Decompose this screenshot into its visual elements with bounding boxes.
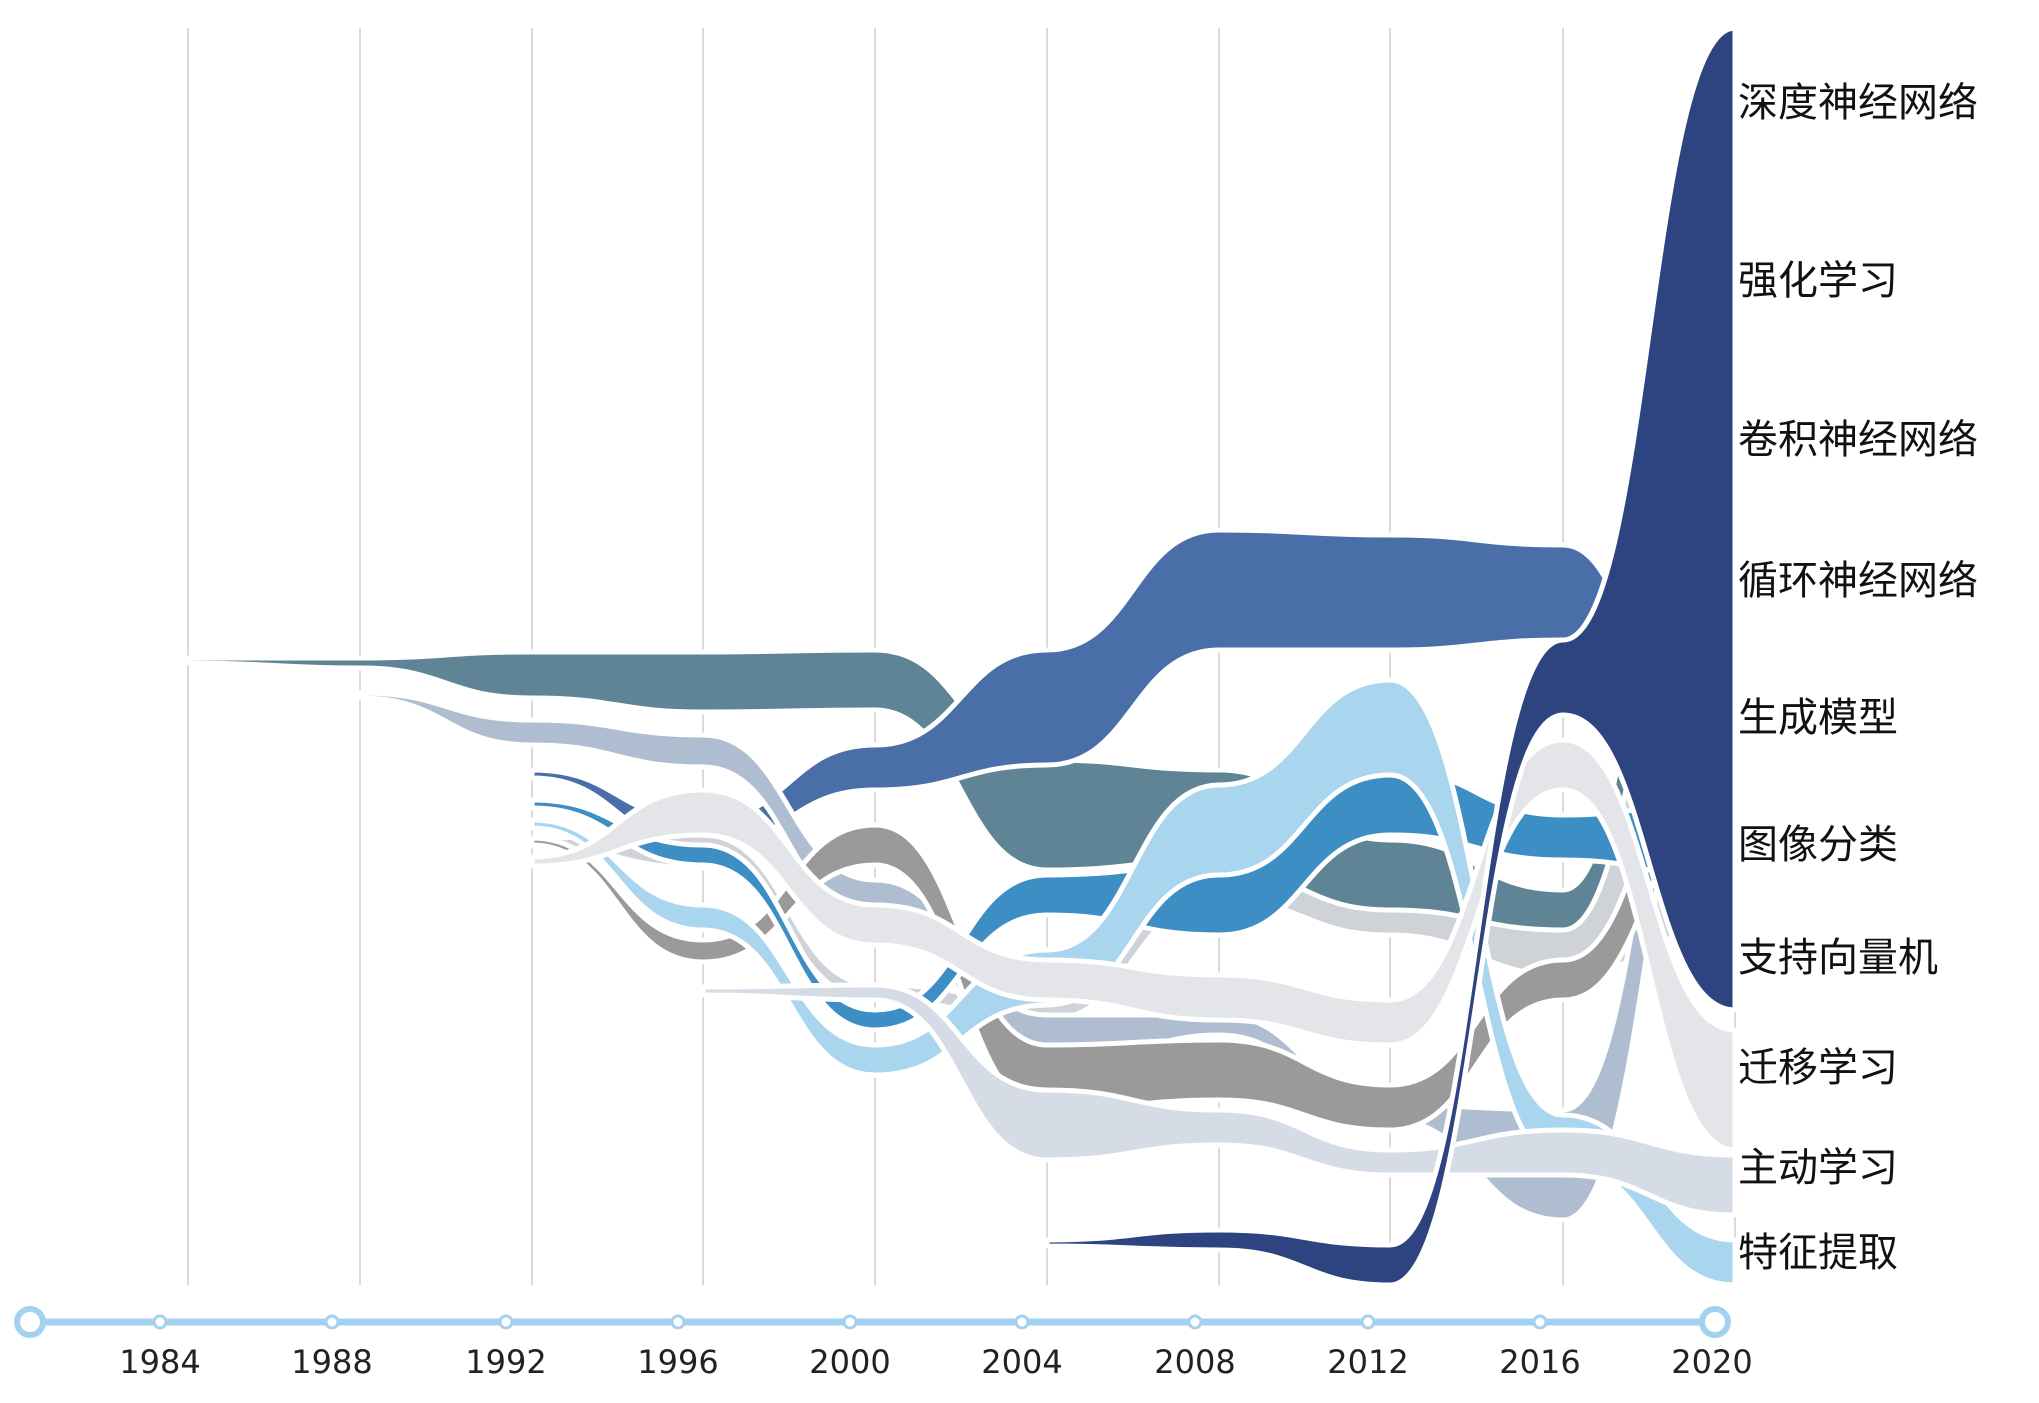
year-label-2008: 2008	[1154, 1343, 1235, 1381]
topic-label-深度神经网络: 深度神经网络	[1738, 80, 1978, 126]
year-timeline[interactable]: 1984 1988 1992 1996 2000 2004 2008 2012 2016 2020	[14, 1306, 1753, 1381]
topic-bands	[185, 25, 1738, 1288]
year-label-2012: 2012	[1327, 1343, 1408, 1381]
year-label-2004: 2004	[981, 1343, 1062, 1381]
timeline-tick-2012[interactable]	[1360, 1314, 1376, 1330]
topic-label-特征提取: 特征提取	[1738, 1230, 1898, 1276]
timeline-tick-2000[interactable]	[842, 1314, 858, 1330]
year-label-1984: 1984	[119, 1343, 200, 1381]
timeline-tick-1984[interactable]	[152, 1314, 168, 1330]
topic-label-卷积神经网络: 卷积神经网络	[1738, 417, 1978, 463]
year-label-2020: 2020	[1671, 1343, 1752, 1381]
year-label-1996: 1996	[637, 1343, 718, 1381]
topic-label-主动学习: 主动学习	[1738, 1145, 1898, 1191]
year-label-2000: 2000	[809, 1343, 890, 1381]
timeline-tick-1988[interactable]	[324, 1314, 340, 1330]
timeline-tick-2016[interactable]	[1532, 1314, 1548, 1330]
timeline-tick-1992[interactable]	[498, 1314, 514, 1330]
topic-labels: 深度神经网络强化学习卷积神经网络循环神经网络生成模型图像分类支持向量机迁移学习主…	[1738, 80, 1978, 1276]
year-label-2016: 2016	[1499, 1343, 1580, 1381]
band-主动学习[interactable]	[700, 982, 1738, 1218]
timeline-start-handle[interactable]	[14, 1306, 46, 1338]
topic-label-生成模型: 生成模型	[1738, 695, 1898, 741]
topic-label-循环神经网络: 循环神经网络	[1738, 558, 1978, 604]
year-label-1988: 1988	[291, 1343, 372, 1381]
band-深度神经网络[interactable]	[1044, 25, 1738, 1288]
timeline-tick-2004[interactable]	[1014, 1314, 1030, 1330]
timeline-end-handle[interactable]	[1699, 1306, 1731, 1338]
topic-label-强化学习: 强化学习	[1738, 258, 1898, 304]
band-迁移学习[interactable]	[529, 737, 1738, 1153]
year-label-1992: 1992	[465, 1343, 546, 1381]
topic-label-支持向量机: 支持向量机	[1738, 935, 1938, 981]
topic-label-迁移学习: 迁移学习	[1738, 1045, 1898, 1091]
timeline-tick-1996[interactable]	[670, 1314, 686, 1330]
timeline-tick-2008[interactable]	[1187, 1314, 1203, 1330]
topic-label-图像分类: 图像分类	[1738, 822, 1898, 868]
